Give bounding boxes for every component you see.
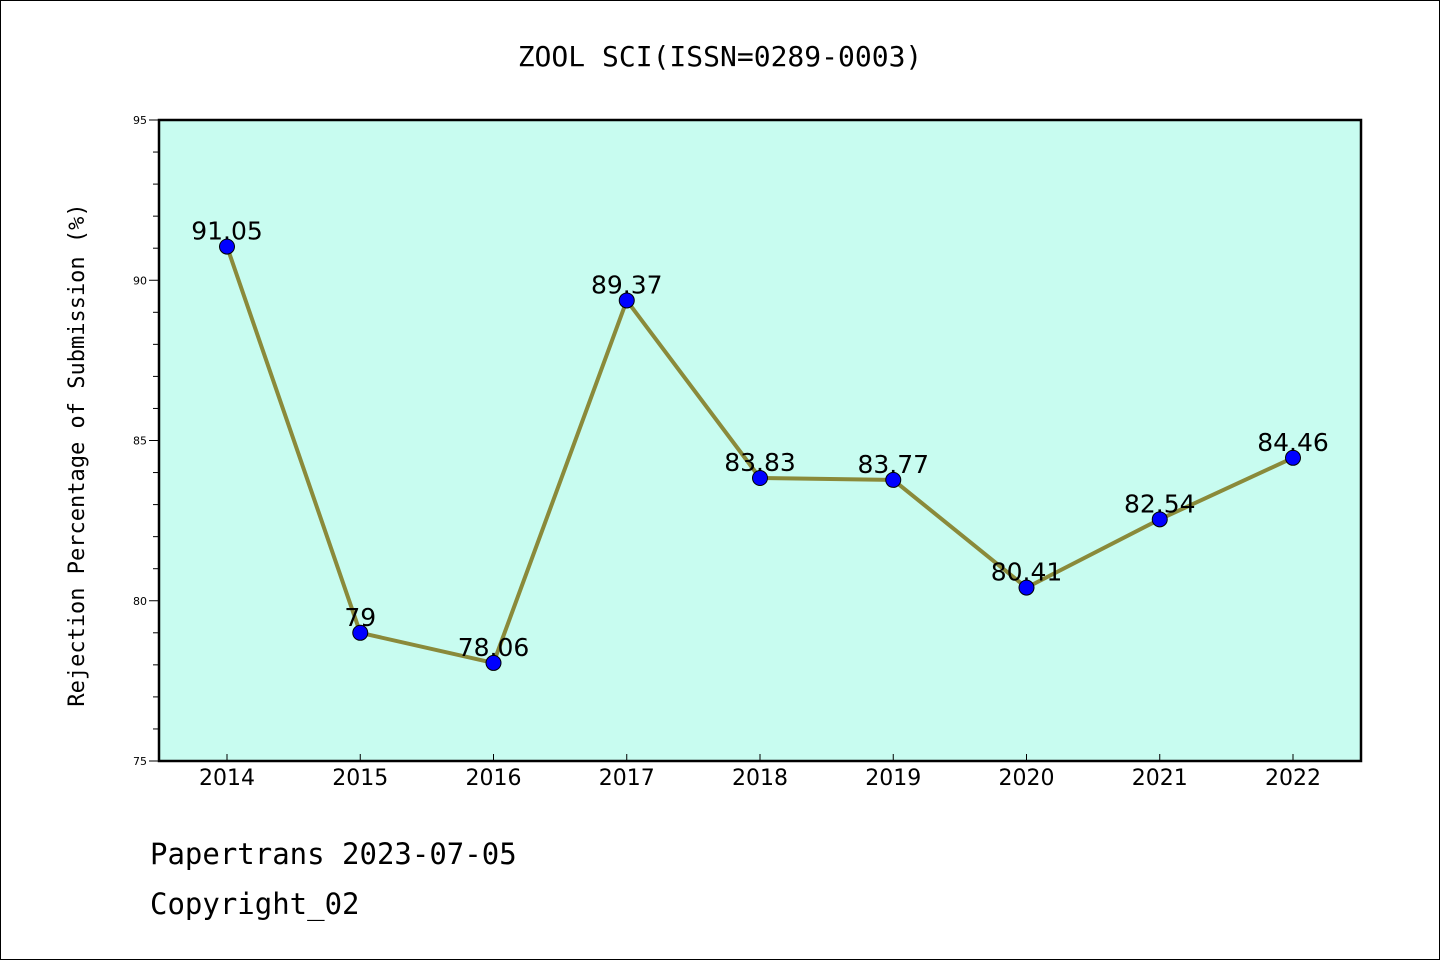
y-axis-ticks: 75 80 85 90 95	[133, 114, 159, 768]
data-point	[1018, 579, 1035, 596]
x-tick-label: 2018	[732, 766, 788, 791]
x-axis-ticks: 2014 2015 2016 2017 2018 2019 2020 2021 2022	[199, 754, 1321, 791]
y-tick-label: 85	[133, 435, 147, 448]
data-label: 91.05	[191, 217, 263, 246]
data-label: 83.77	[857, 450, 929, 479]
y-axis-label: Rejection Percentage of Submission (%)	[65, 203, 90, 706]
data-label: 89.37	[591, 270, 663, 299]
x-tick-label: 2020	[999, 766, 1055, 791]
x-tick-label: 2021	[1132, 766, 1188, 791]
data-label: 82.54	[1124, 489, 1196, 518]
data-label: 79	[344, 603, 376, 632]
data-point	[752, 469, 768, 486]
data-point	[1285, 449, 1301, 466]
data-markers	[219, 238, 1301, 671]
data-label: 78.06	[458, 633, 530, 662]
x-tick-label: 2017	[599, 766, 655, 791]
x-tick-label: 2014	[199, 766, 255, 791]
data-label: 84.46	[1257, 428, 1329, 457]
x-tick-label: 2016	[466, 766, 522, 791]
plot-border	[157, 118, 1363, 763]
footer-date: Papertrans 2023-07-05	[150, 837, 517, 871]
x-tick-label: 2022	[1265, 766, 1321, 791]
data-point	[352, 624, 369, 641]
y-tick-label: 95	[133, 114, 147, 127]
data-point	[219, 238, 235, 255]
plot-area	[159, 120, 1361, 761]
y-tick-label: 90	[133, 274, 147, 287]
data-point	[618, 292, 635, 309]
data-point	[1151, 511, 1168, 528]
data-point	[885, 471, 902, 488]
data-labels: 91.05 79 78.06 89.37 83.83 83.77 80.41 82.54 84.…	[191, 217, 1329, 662]
x-tick-label: 2019	[865, 766, 921, 791]
chart-title: ZOOL SCI(ISSN=0289-0003)	[518, 40, 923, 73]
y-tick-label: 80	[133, 595, 147, 608]
data-point	[485, 654, 502, 671]
x-tick-label: 2015	[332, 766, 388, 791]
data-label: 83.83	[724, 448, 796, 477]
data-label: 80.41	[991, 558, 1063, 587]
y-tick-label: 75	[133, 755, 147, 768]
footer-copyright: Copyright_02	[150, 887, 360, 922]
